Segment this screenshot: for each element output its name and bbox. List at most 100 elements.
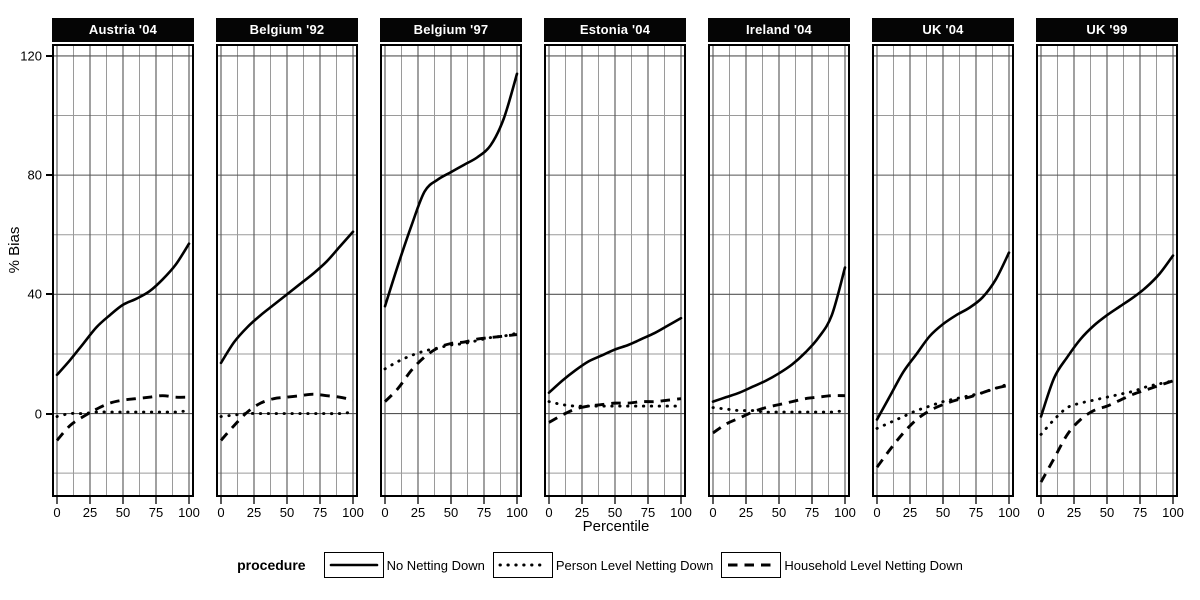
x-tick-label: 0 (709, 505, 717, 520)
series-dotted-line (875, 382, 1011, 430)
x-tick-labels: 0 25 50 75 100 (52, 505, 199, 523)
facet-austria-04: Austria '04 0 25 50 75 100 (52, 18, 200, 523)
x-tick-labels: 0 25 50 75 100 (872, 505, 1019, 523)
x-tick-label: 25 (738, 505, 754, 520)
facet-title-strip: Austria '04 (52, 18, 194, 42)
y-tick-mark (46, 174, 52, 177)
x-tick-labels: 0 25 50 75 100 (1036, 505, 1183, 523)
facet-uk-99: UK '99 0 25 50 75 100 (1036, 18, 1184, 523)
x-tick-label: 100 (506, 505, 528, 520)
x-tick-label: 75 (312, 505, 328, 520)
facet-belgium-97: Belgium '97 0 25 50 75 100 (380, 18, 528, 523)
series-dashed-line (383, 333, 518, 403)
legend-title: procedure (237, 557, 306, 573)
x-tick-labels: 0 25 50 75 100 (544, 505, 691, 523)
x-tick-label: 50 (771, 505, 787, 520)
x-tick-labels: 0 25 50 75 100 (380, 505, 527, 523)
facet-plot (52, 44, 194, 504)
x-tick-label: 75 (804, 505, 820, 520)
facet-row: Austria '04 0 25 50 75 100 Belgium '92 0 25 50… (0, 18, 1200, 523)
series-solid-line (711, 266, 847, 403)
legend-key-solid (323, 552, 384, 578)
x-tick-labels: 0 25 50 75 100 (708, 505, 855, 523)
facet-title-strip: Estonia '04 (544, 18, 686, 42)
x-tick-label: 100 (178, 505, 200, 520)
series-dashed-line (1039, 379, 1174, 483)
series-solid-line (875, 251, 1011, 421)
x-tick-label: 75 (476, 505, 492, 520)
x-tick-label: 0 (545, 505, 553, 520)
x-tick-label: 100 (998, 505, 1020, 520)
series-solid-line (55, 242, 191, 377)
facet-title-strip: UK '04 (872, 18, 1014, 42)
facet-plot (544, 44, 686, 504)
facet-plot (872, 44, 1014, 504)
x-tick-label: 25 (410, 505, 426, 520)
x-tick-label: 100 (342, 505, 364, 520)
series-dashed-line (548, 397, 682, 424)
x-tick-label: 50 (443, 505, 459, 520)
x-tick-label: 25 (246, 505, 262, 520)
series-dotted-line (383, 331, 519, 371)
facet-plot (1036, 44, 1178, 504)
series-dotted-line (55, 409, 191, 418)
x-tick-label: 75 (1132, 505, 1148, 520)
facet-plot (380, 44, 522, 504)
x-tick-label: 0 (381, 505, 389, 520)
y-tick-label: 0 (34, 406, 42, 422)
legend-key-dotted (492, 552, 553, 578)
y-tick-mark (46, 412, 52, 415)
series-dashed-line (712, 394, 846, 435)
x-tick-label: 50 (115, 505, 131, 520)
series-dotted-line (711, 406, 847, 414)
series-dashed-line (875, 383, 1010, 469)
series-dotted-line (1039, 379, 1175, 436)
facet-uk-04: UK '04 0 25 50 75 100 (872, 18, 1020, 523)
x-tick-label: 0 (53, 505, 61, 520)
x-tick-label: 50 (607, 505, 623, 520)
x-tick-label: 0 (1037, 505, 1045, 520)
x-tick-label: 100 (670, 505, 692, 520)
series-dashed-line (55, 394, 190, 442)
x-tick-labels: 0 25 50 75 100 (216, 505, 363, 523)
facet-title-strip: Ireland '04 (708, 18, 850, 42)
legend-label-household-level: Household Level Netting Down (784, 557, 963, 573)
x-tick-label: 25 (902, 505, 918, 520)
facet-title-strip: UK '99 (1036, 18, 1178, 42)
x-tick-label: 25 (82, 505, 98, 520)
solid-line-sample (329, 563, 378, 567)
series-solid-line (383, 72, 519, 308)
y-tick-label: 120 (20, 48, 42, 64)
x-tick-label: 25 (1066, 505, 1082, 520)
series-dashed-line (219, 392, 354, 442)
x-tick-label: 100 (834, 505, 856, 520)
x-axis-title: Percentile (582, 518, 650, 535)
x-tick-label: 75 (148, 505, 164, 520)
legend-label-no-netting-down: No Netting Down (386, 557, 485, 573)
x-tick-label: 50 (935, 505, 951, 520)
x-tick-label: 0 (217, 505, 225, 520)
x-tick-label: 50 (1099, 505, 1115, 520)
x-tick-label: 75 (640, 505, 656, 520)
dashed-line-sample (728, 563, 775, 567)
series-solid-line (547, 316, 683, 394)
x-tick-label: 0 (873, 505, 881, 520)
facet-estonia-04: Estonia '04 0 25 50 75 100 (544, 18, 692, 523)
y-tick-mark (46, 293, 52, 296)
facet-ireland-04: Ireland '04 0 25 50 75 100 (708, 18, 856, 523)
x-tick-label: 50 (279, 505, 295, 520)
facet-belgium-92: Belgium '92 0 25 50 75 100 (216, 18, 364, 523)
dotted-line-sample (498, 563, 548, 567)
facet-plot (216, 44, 358, 504)
legend-key-dashed (721, 552, 782, 578)
x-tick-label: 100 (1162, 505, 1184, 520)
y-tick-mark (46, 54, 52, 57)
legend-label-person-level: Person Level Netting Down (555, 557, 714, 573)
y-axis: 120 80 40 0 (0, 0, 52, 600)
x-tick-label: 25 (574, 505, 590, 520)
facet-title-strip: Belgium '92 (216, 18, 358, 42)
series-dotted-line (547, 400, 683, 408)
series-solid-line (1039, 254, 1175, 418)
y-tick-label: 40 (27, 286, 42, 302)
